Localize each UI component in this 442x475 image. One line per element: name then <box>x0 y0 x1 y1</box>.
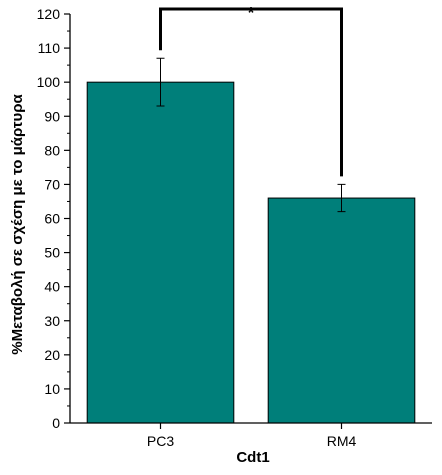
y-tick-label: 80 <box>44 142 60 158</box>
x-tick-label: PC3 <box>147 433 174 449</box>
significance-label: * <box>248 5 255 22</box>
y-tick-label: 0 <box>52 415 60 431</box>
y-tick-label: 70 <box>44 176 60 192</box>
bars-group <box>86 81 416 424</box>
significance-bracket <box>159 7 343 177</box>
bar-pc3 <box>86 81 235 424</box>
x-ticks-group: PC3 RM4 <box>147 423 357 449</box>
y-tick-label: 90 <box>44 108 60 124</box>
error-bars-group <box>156 57 346 213</box>
y-tick-label: 50 <box>44 245 60 261</box>
y-tick-label: 110 <box>38 40 61 56</box>
error-bar-pc3 <box>156 57 165 107</box>
x-tick-label: RM4 <box>327 433 357 449</box>
y-tick-label: 120 <box>37 6 61 22</box>
y-tick-label: 100 <box>37 74 61 90</box>
y-ticks-group: 0 10 20 30 40 50 60 70 80 90 100 110 120 <box>37 6 70 431</box>
x-axis-title: Cdt1 <box>236 449 269 466</box>
y-tick-label: 10 <box>44 381 60 397</box>
y-tick-label: 40 <box>44 279 60 295</box>
error-bar-rm4 <box>337 183 346 213</box>
y-tick-label: 60 <box>44 211 60 227</box>
y-tick-label: 30 <box>44 313 60 329</box>
y-tick-label: 20 <box>44 347 60 363</box>
bar-rm4 <box>267 197 416 424</box>
significance-group: * <box>159 5 343 177</box>
y-axis-title: %Μεταβολή σε σχέση με το μάρτυρα <box>9 93 26 354</box>
